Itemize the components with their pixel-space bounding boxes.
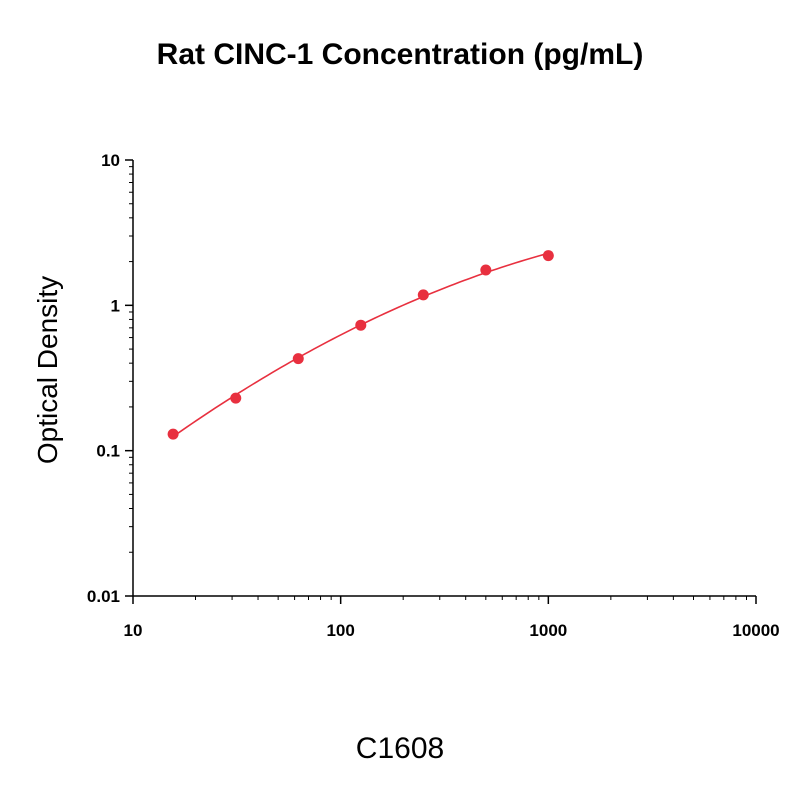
data-point xyxy=(480,264,492,276)
data-point xyxy=(292,353,304,365)
data-point xyxy=(167,428,179,440)
data-point xyxy=(417,289,429,301)
data-point xyxy=(542,250,554,262)
data-point xyxy=(230,392,242,404)
fit-curve-line xyxy=(172,252,549,438)
x-tick-label: 100 xyxy=(326,621,354,640)
axes: 0.01 0.1 1 10 10 100 1000 10000 xyxy=(87,151,780,640)
data-point xyxy=(355,319,367,331)
footer-label: C1608 xyxy=(355,732,445,765)
chart-title: Rat CINC-1 Concentration (pg/mL) xyxy=(156,38,644,71)
fit-curve-layer xyxy=(172,252,549,438)
y-axis-label: Optical Density xyxy=(32,276,63,464)
y-tick-label: 10 xyxy=(101,151,120,170)
data-points-layer xyxy=(167,250,554,440)
y-tick-label: 1 xyxy=(111,296,120,315)
x-tick-label: 10 xyxy=(124,621,143,640)
y-tick-label: 0.1 xyxy=(96,442,120,461)
y-tick-label: 0.01 xyxy=(87,587,120,606)
x-tick-label: 10000 xyxy=(732,621,779,640)
x-tick-label: 1000 xyxy=(529,621,567,640)
